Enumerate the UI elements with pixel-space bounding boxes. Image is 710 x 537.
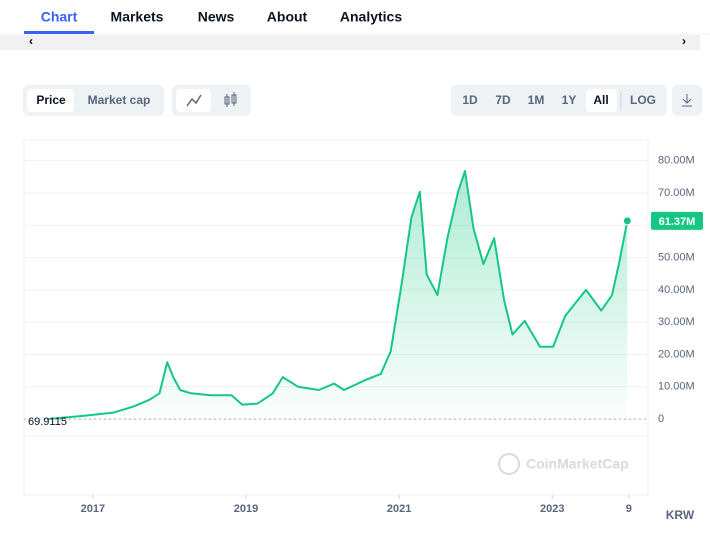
y-tick-label: 70.00M: [658, 187, 695, 199]
tab[interactable]: About: [267, 9, 308, 25]
scroll-left[interactable]: ‹: [29, 34, 33, 48]
range-button[interactable]: All: [593, 93, 608, 107]
plot-frame: [23, 139, 649, 496]
y-tick-label: 10.00M: [658, 381, 695, 393]
y-tick-label: 40.00M: [658, 284, 695, 296]
x-tick-label: 2023: [540, 503, 564, 515]
y-tick-label: 80.00M: [658, 155, 695, 167]
last-label: 61.37M: [659, 216, 696, 228]
range-button[interactable]: 7D: [495, 93, 511, 107]
scrollbar[interactable]: [0, 35, 700, 50]
toggle-button[interactable]: Price: [36, 93, 66, 107]
x-tick-label: 2019: [234, 503, 258, 515]
currency: KRW: [666, 508, 695, 522]
x-tick-label: 9: [626, 503, 632, 515]
range-button[interactable]: 1D: [462, 93, 478, 107]
watermark: CoinMarketCap: [526, 456, 629, 472]
line-icon: [186, 94, 202, 107]
watermark-logo: [498, 453, 520, 475]
toggle-button[interactable]: Market cap: [88, 93, 151, 107]
tab[interactable]: News: [198, 9, 235, 25]
range-button[interactable]: 1Y: [562, 93, 577, 107]
download-icon: [682, 94, 692, 107]
range-active: [586, 89, 617, 112]
tab-underline: [24, 31, 94, 34]
toggle-active: [27, 89, 74, 112]
range-button[interactable]: 1M: [528, 93, 545, 107]
tab[interactable]: Analytics: [340, 9, 402, 25]
y-tick-label: 30.00M: [658, 316, 695, 328]
start-label: 69.9115: [28, 416, 67, 428]
y-tick-label: 50.00M: [658, 251, 695, 263]
tab[interactable]: Chart: [41, 9, 78, 25]
tab[interactable]: Markets: [111, 9, 164, 25]
x-tick-label: 2017: [81, 503, 105, 515]
x-tick-label: 2021: [387, 503, 411, 515]
range-button[interactable]: LOG: [630, 93, 656, 107]
price-area: [46, 171, 628, 420]
last-label-box: [651, 211, 703, 230]
y-tick-label: 20.00M: [658, 348, 695, 360]
scroll-right[interactable]: ›: [682, 34, 686, 48]
y-tick-label: 0: [658, 413, 664, 425]
candle-icon[interactable]: [224, 92, 237, 107]
last-point: [622, 216, 632, 226]
price-line: [46, 170, 629, 421]
